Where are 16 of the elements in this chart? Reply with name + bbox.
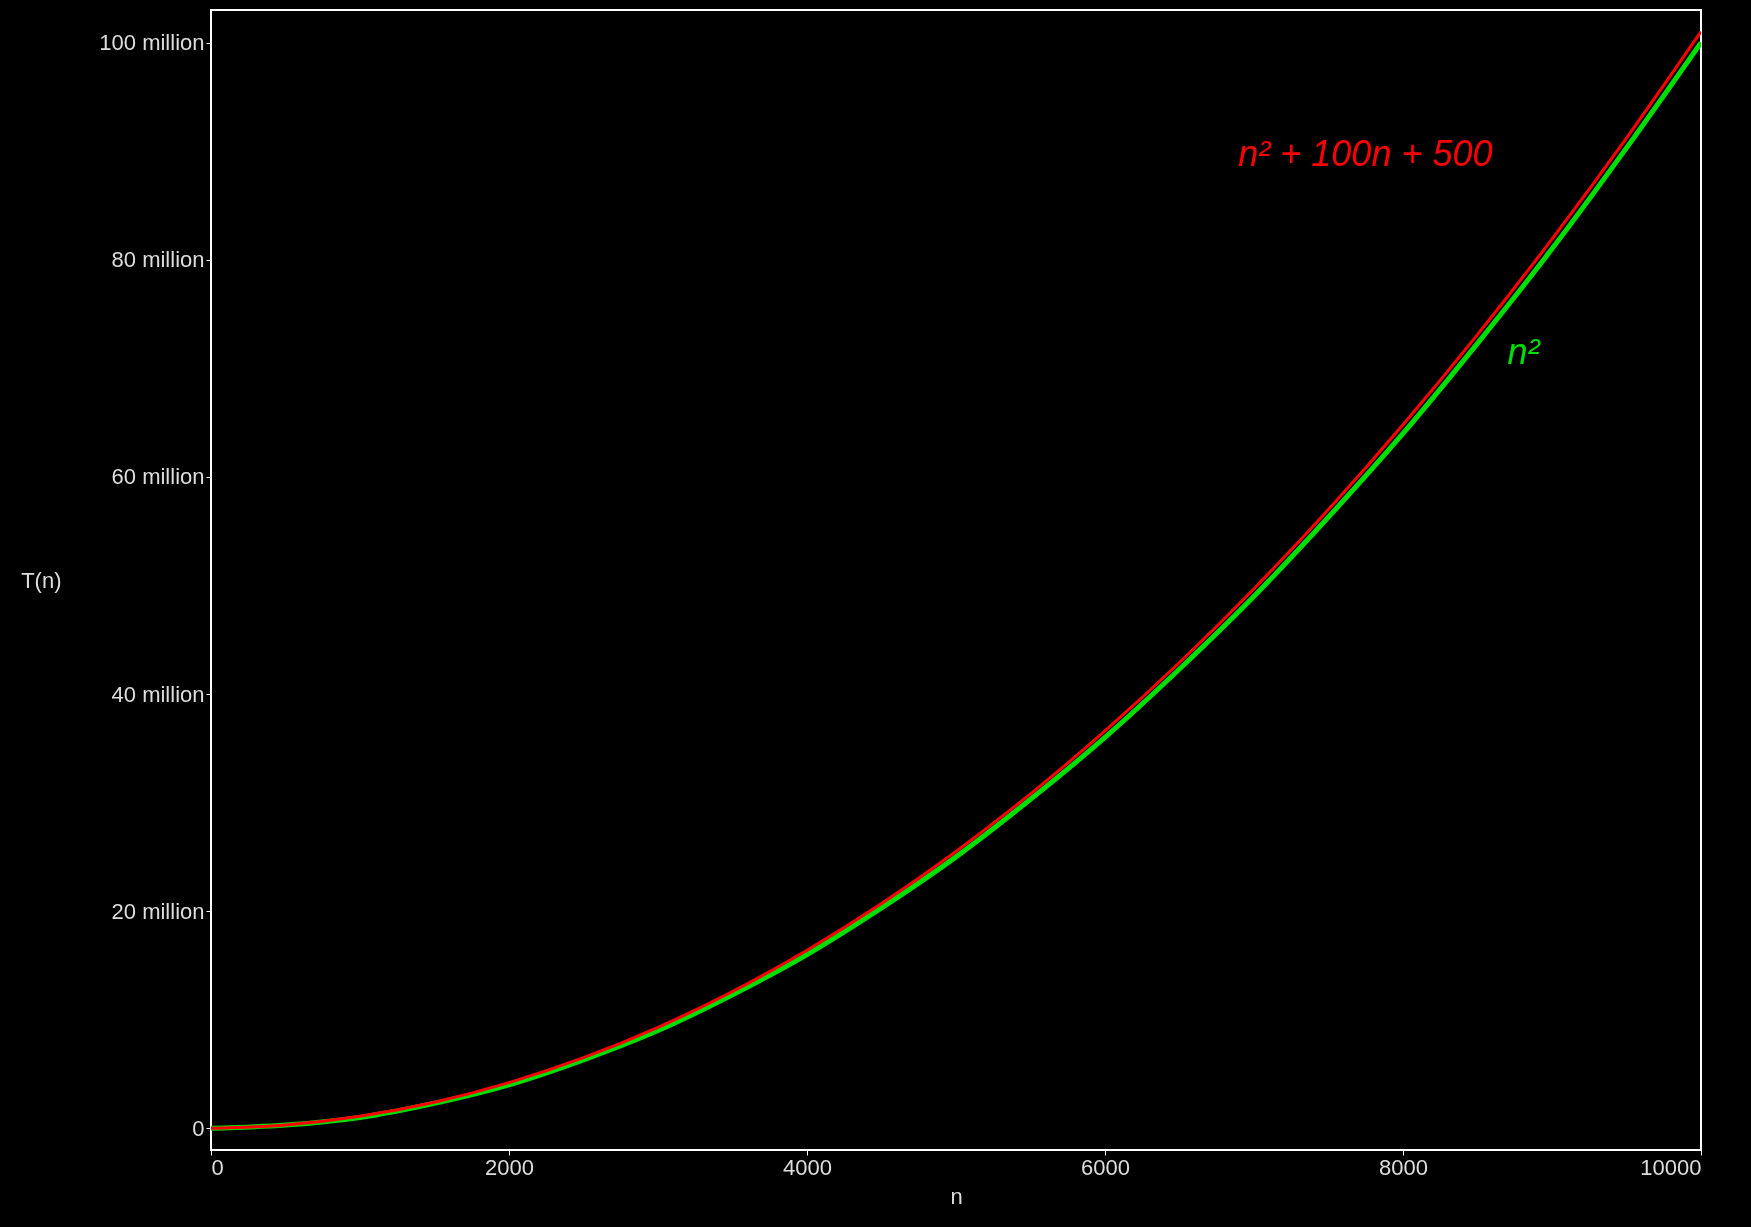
y-tick-label: 100 million xyxy=(99,30,205,56)
y-tick-label: 60 million xyxy=(111,464,205,490)
x-tick-label: 2000 xyxy=(485,1154,534,1180)
y-axis-title: T(n) xyxy=(21,567,62,593)
x-tick-label: 0 xyxy=(211,1154,224,1180)
x-tick-label: 8000 xyxy=(1379,1154,1428,1180)
x-tick-label: 6000 xyxy=(1081,1154,1130,1180)
y-tick-label: 40 million xyxy=(111,681,205,707)
series-label: n² xyxy=(1507,331,1542,373)
x-axis-title: n xyxy=(950,1183,963,1209)
y-tick-label: 80 million xyxy=(111,247,205,273)
x-tick-label: 10000 xyxy=(1640,1154,1702,1180)
x-tick-label: 4000 xyxy=(783,1154,832,1180)
y-tick-label: 0 xyxy=(192,1115,205,1141)
y-tick-label: 20 million xyxy=(111,898,205,924)
text: n² + 100n + 500 xyxy=(1238,132,1493,174)
